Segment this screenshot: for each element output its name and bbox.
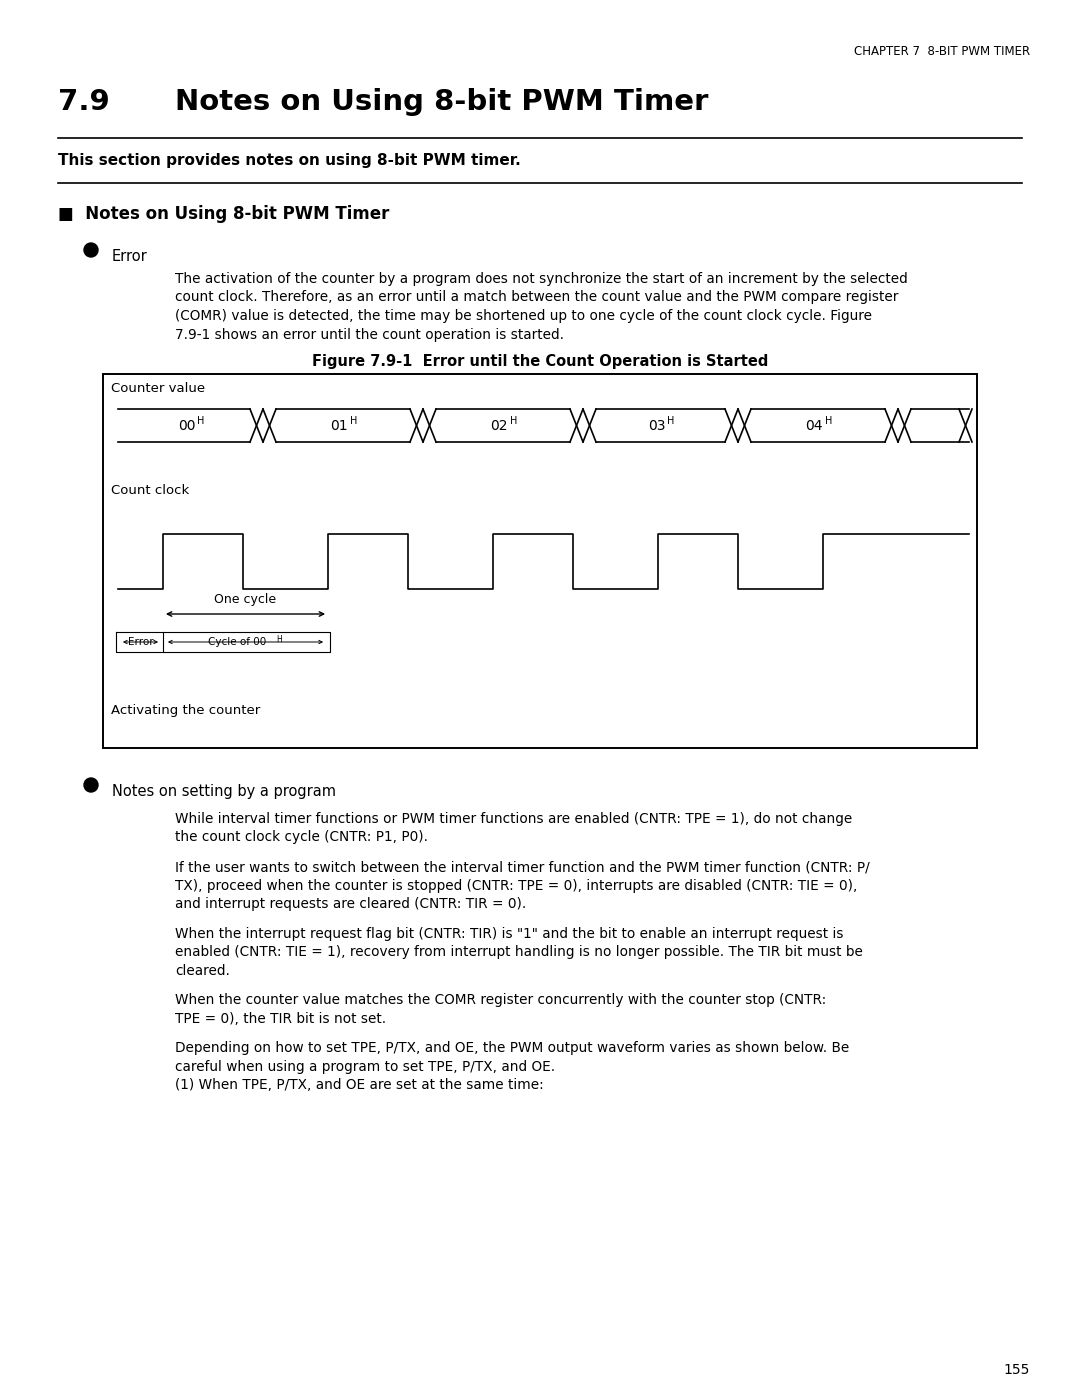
Circle shape [84, 778, 98, 792]
Text: ■  Notes on Using 8-bit PWM Timer: ■ Notes on Using 8-bit PWM Timer [58, 205, 390, 224]
Text: Figure 7.9-1  Error until the Count Operation is Started: Figure 7.9-1 Error until the Count Opera… [312, 353, 768, 369]
Text: TPE = 0), the TIR bit is not set.: TPE = 0), the TIR bit is not set. [175, 1011, 387, 1025]
Text: H: H [198, 416, 205, 426]
Text: the count clock cycle (CNTR: P1, P0).: the count clock cycle (CNTR: P1, P0). [175, 830, 428, 845]
Text: Depending on how to set TPE, P/TX, and OE, the PWM output waveform varies as sho: Depending on how to set TPE, P/TX, and O… [175, 1041, 849, 1055]
Text: H: H [667, 416, 675, 426]
Text: TX), proceed when the counter is stopped (CNTR: TPE = 0), interrupts are disable: TX), proceed when the counter is stopped… [175, 879, 858, 893]
Text: Error: Error [127, 637, 153, 647]
Text: Notes on setting by a program: Notes on setting by a program [112, 784, 336, 799]
Text: One cycle: One cycle [215, 592, 276, 606]
Text: 03: 03 [648, 419, 665, 433]
Text: Error: Error [112, 249, 148, 264]
Text: While interval timer functions or PWM timer functions are enabled (CNTR: TPE = 1: While interval timer functions or PWM ti… [175, 812, 852, 826]
Text: If the user wants to switch between the interval timer function and the PWM time: If the user wants to switch between the … [175, 861, 869, 875]
Text: Counter value: Counter value [111, 381, 205, 395]
Text: Activating the counter: Activating the counter [111, 704, 260, 717]
Text: 01: 01 [330, 419, 348, 433]
Text: The activation of the counter by a program does not synchronize the start of an : The activation of the counter by a progr… [175, 272, 908, 286]
Text: (1) When TPE, P/TX, and OE are set at the same time:: (1) When TPE, P/TX, and OE are set at th… [175, 1078, 543, 1092]
Text: 7.9: 7.9 [58, 88, 110, 116]
Text: 155: 155 [1003, 1363, 1030, 1377]
Text: H: H [350, 416, 357, 426]
Circle shape [84, 243, 98, 257]
Text: 00: 00 [178, 419, 195, 433]
Text: (COMR) value is detected, the time may be shortened up to one cycle of the count: (COMR) value is detected, the time may b… [175, 309, 872, 323]
Text: This section provides notes on using 8-bit PWM timer.: This section provides notes on using 8-b… [58, 154, 521, 168]
Text: 04: 04 [806, 419, 823, 433]
Text: enabled (CNTR: TIE = 1), recovery from interrupt handling is no longer possible.: enabled (CNTR: TIE = 1), recovery from i… [175, 946, 863, 960]
Text: and interrupt requests are cleared (CNTR: TIR = 0).: and interrupt requests are cleared (CNTR… [175, 897, 526, 911]
Text: Notes on Using 8-bit PWM Timer: Notes on Using 8-bit PWM Timer [175, 88, 708, 116]
Text: H: H [510, 416, 517, 426]
Text: 02: 02 [490, 419, 508, 433]
Text: H: H [825, 416, 833, 426]
Text: cleared.: cleared. [175, 964, 230, 978]
Bar [103, 374, 977, 747]
Text: CHAPTER 7  8-BIT PWM TIMER: CHAPTER 7 8-BIT PWM TIMER [854, 45, 1030, 59]
Text: 7.9-1 shows an error until the count operation is started.: 7.9-1 shows an error until the count ope… [175, 327, 564, 341]
Text: When the counter value matches the COMR register concurrently with the counter s: When the counter value matches the COMR … [175, 993, 826, 1007]
Text: Count clock: Count clock [111, 483, 189, 497]
Text: careful when using a program to set TPE, P/TX, and OE.: careful when using a program to set TPE,… [175, 1060, 555, 1074]
Text: count clock. Therefore, as an error until a match between the count value and th: count clock. Therefore, as an error unti… [175, 291, 899, 305]
Text: Cycle of 00: Cycle of 00 [208, 637, 267, 647]
Text: When the interrupt request flag bit (CNTR: TIR) is "1" and the bit to enable an : When the interrupt request flag bit (CNT… [175, 926, 843, 940]
Text: H: H [276, 634, 282, 644]
